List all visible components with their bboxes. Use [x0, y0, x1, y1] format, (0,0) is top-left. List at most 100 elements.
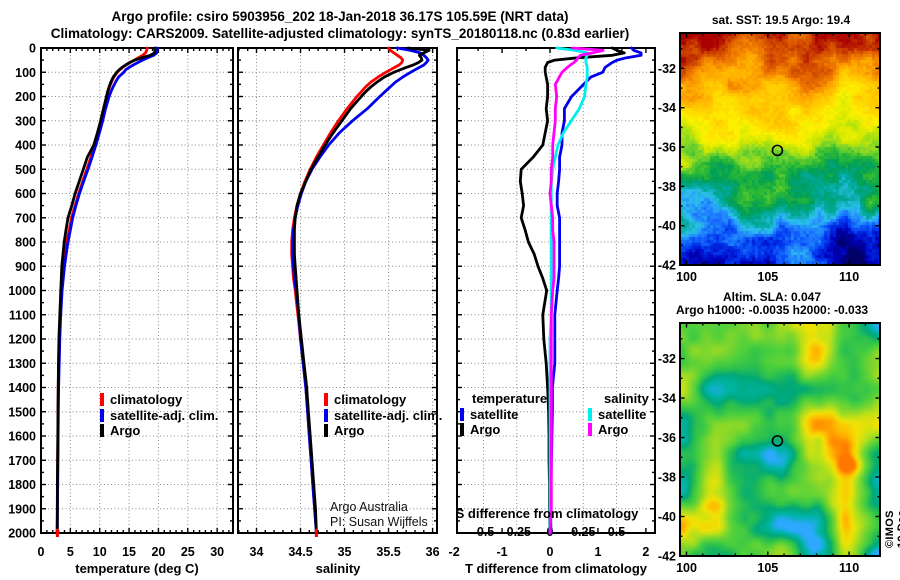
sla-title-line2: Argo h1000: -0.0035 h2000: -0.033 — [675, 303, 869, 317]
s-difference-axis-label: S difference from climatology — [455, 506, 639, 521]
satellite-adj-swatch — [324, 408, 328, 422]
map-lon-label: 110 — [839, 270, 859, 284]
x-tick-label: 5 — [67, 545, 74, 559]
legend-item-s-satellite: satellite — [588, 407, 649, 423]
series-s-argo — [548, 46, 605, 535]
y-tick-label: 500 — [15, 163, 36, 177]
map-lat-label: -38 — [658, 180, 676, 194]
x-tick-label: 0 — [547, 545, 554, 559]
x-tick-label: 34 — [250, 545, 264, 559]
map-lat-label: -40 — [658, 510, 676, 524]
y-tick-label: 700 — [15, 211, 36, 225]
x-tick-label: 35.5 — [376, 545, 400, 559]
map-frame — [679, 322, 881, 557]
sst-map-canvas — [680, 33, 880, 265]
temperature-legend: climatology satellite-adj. clim. Argo — [100, 392, 218, 439]
legend-item-satellite-adj: satellite-adj. clim. — [100, 408, 218, 424]
y-tick-label: 200 — [15, 90, 36, 104]
s-satellite-swatch — [588, 407, 592, 421]
legend-item-s-argo: Argo — [588, 422, 649, 438]
annotation-line2: PI: Susan Wijffels — [330, 515, 428, 529]
x-tick-label: 20 — [151, 545, 165, 559]
y-tick-label: 1700 — [8, 454, 36, 468]
y-tick-label: 1300 — [8, 357, 36, 371]
legend-item-t-argo: Argo — [460, 422, 547, 438]
y-tick-label: 100 — [15, 66, 36, 80]
t-argo-swatch — [460, 423, 464, 437]
y-tick-label: 1200 — [8, 333, 36, 347]
x-tick-label: -1 — [497, 545, 508, 559]
x-tick-label: 25 — [181, 545, 195, 559]
difference-legend-salinity: salinity satellite Argo — [588, 391, 649, 438]
legend-item-climatology: climatology — [324, 392, 442, 408]
map-lat-label: -42 — [658, 550, 676, 564]
y-tick-label: 0 — [29, 42, 36, 56]
legend-label: Argo — [334, 423, 365, 439]
legend-item-t-satellite: satellite — [460, 407, 547, 423]
series-satellite-adj-clim- — [55, 46, 159, 535]
map-lat-label: -42 — [658, 259, 676, 273]
figure-title-line2: Climatology: CARS2009. Satellite-adjuste… — [50, 26, 630, 41]
s-tick-label: -0.5 — [473, 525, 495, 539]
y-tick-label: 300 — [15, 114, 36, 128]
argo-swatch — [324, 424, 328, 438]
map-lat-label: -34 — [658, 101, 676, 115]
program-annotation: Argo Australia PI: Susan Wijffels — [330, 500, 428, 530]
legend-label: climatology — [110, 392, 183, 408]
s-tick-label: 0.5 — [608, 525, 625, 539]
series-argo — [292, 46, 431, 535]
x-tick-label: 30 — [210, 545, 224, 559]
legend-label: climatology — [334, 392, 407, 408]
x-tick-label: 10 — [93, 545, 107, 559]
legend-label: Argo — [110, 423, 141, 439]
sst-map-title: sat. SST: 19.5 Argo: 19.4 — [711, 13, 851, 27]
x-tick-label: 1 — [594, 545, 601, 559]
y-tick-label: 800 — [15, 236, 36, 250]
x-tick-label: 34.5 — [288, 545, 312, 559]
map-lat-label: -32 — [658, 352, 676, 366]
series-t-satellite — [549, 46, 643, 535]
y-tick-label: 1000 — [8, 284, 36, 298]
legend-label: satellite — [598, 406, 647, 422]
sla-map-canvas — [680, 323, 880, 556]
legend-group-header: salinity — [604, 391, 649, 406]
legend-label: satellite-adj. clim. — [110, 407, 219, 423]
y-tick-label: 1900 — [8, 502, 36, 516]
map-lat-label: -36 — [658, 141, 676, 155]
series-t-argo — [518, 46, 626, 535]
legend-item-satellite-adj: satellite-adj. clim. — [324, 408, 442, 424]
series-argo — [55, 46, 157, 535]
t-difference-axis-label: T difference from climatology — [464, 561, 648, 576]
map-lon-label: 110 — [839, 561, 859, 575]
s-tick-label: 0.25 — [571, 525, 595, 539]
map-lat-label: -34 — [658, 392, 676, 406]
y-tick-label: 1100 — [9, 308, 36, 322]
x-tick-label: 36 — [426, 545, 440, 559]
map-lat-label: -40 — [658, 219, 676, 233]
legend-label: Argo — [598, 422, 629, 438]
legend-item-argo: Argo — [324, 423, 442, 439]
argo-swatch — [100, 424, 104, 438]
annotation-line1: Argo Australia — [330, 500, 408, 514]
map-lon-label: 100 — [676, 270, 697, 284]
x-tick-label: 35 — [338, 545, 352, 559]
temperature-axis-label: temperature (deg C) — [75, 561, 199, 576]
salinity-legend: climatology satellite-adj. clim. Argo — [324, 392, 442, 439]
legend-label: satellite — [470, 406, 519, 422]
s-argo-swatch — [588, 423, 592, 437]
y-tick-label: 400 — [15, 139, 36, 153]
legend-label: satellite-adj. clim. — [334, 407, 443, 423]
legend-item-argo: Argo — [100, 423, 218, 439]
legend-group-header: temperature — [472, 391, 548, 406]
map-lon-label: 100 — [676, 561, 697, 575]
x-tick-label: 15 — [122, 545, 136, 559]
s-tick-label: -0.25 — [503, 525, 532, 539]
map-lon-label: 105 — [757, 270, 778, 284]
y-tick-label: 1800 — [8, 478, 36, 492]
y-tick-label: 1600 — [8, 430, 36, 444]
y-tick-label: 1500 — [8, 405, 36, 419]
x-tick-label: 2 — [642, 545, 649, 559]
map-lon-label: 105 — [757, 561, 778, 575]
